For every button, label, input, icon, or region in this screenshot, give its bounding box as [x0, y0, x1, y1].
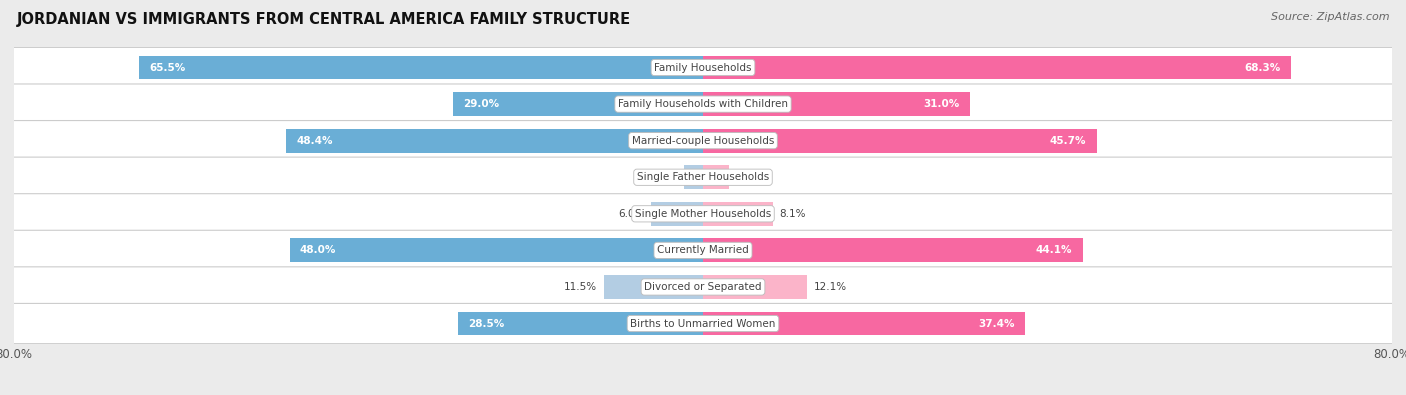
FancyBboxPatch shape — [10, 157, 1396, 198]
Text: Single Father Households: Single Father Households — [637, 172, 769, 182]
Text: 28.5%: 28.5% — [468, 318, 505, 329]
Text: 29.0%: 29.0% — [464, 99, 499, 109]
Bar — [703, 239, 1083, 262]
Bar — [457, 312, 703, 335]
Text: 45.7%: 45.7% — [1050, 135, 1087, 146]
Bar — [703, 56, 1291, 79]
FancyBboxPatch shape — [10, 230, 1396, 271]
Text: Married-couple Households: Married-couple Households — [631, 135, 775, 146]
Text: Currently Married: Currently Married — [657, 245, 749, 256]
Text: 3.0%: 3.0% — [735, 172, 762, 182]
Text: Single Mother Households: Single Mother Households — [636, 209, 770, 219]
Text: 48.4%: 48.4% — [297, 135, 333, 146]
Text: Births to Unmarried Women: Births to Unmarried Women — [630, 318, 776, 329]
Text: Family Households: Family Households — [654, 62, 752, 73]
Bar — [703, 275, 807, 299]
FancyBboxPatch shape — [10, 47, 1396, 88]
Bar — [703, 202, 773, 226]
Bar — [703, 92, 970, 116]
Text: 2.2%: 2.2% — [651, 172, 678, 182]
FancyBboxPatch shape — [10, 303, 1396, 344]
Text: 8.1%: 8.1% — [780, 209, 806, 219]
Bar — [703, 312, 1025, 335]
Text: 31.0%: 31.0% — [924, 99, 960, 109]
Text: Divorced or Separated: Divorced or Separated — [644, 282, 762, 292]
FancyBboxPatch shape — [10, 267, 1396, 307]
Text: 6.0%: 6.0% — [619, 209, 644, 219]
Text: 37.4%: 37.4% — [979, 318, 1015, 329]
Bar — [139, 56, 703, 79]
Text: 44.1%: 44.1% — [1036, 245, 1073, 256]
Text: 11.5%: 11.5% — [564, 282, 598, 292]
Bar — [703, 166, 728, 189]
FancyBboxPatch shape — [10, 120, 1396, 161]
Text: 65.5%: 65.5% — [149, 62, 186, 73]
Bar — [685, 166, 703, 189]
Text: Family Households with Children: Family Households with Children — [619, 99, 787, 109]
Bar — [290, 239, 703, 262]
FancyBboxPatch shape — [10, 84, 1396, 124]
Text: 68.3%: 68.3% — [1244, 62, 1281, 73]
Bar — [651, 202, 703, 226]
Text: 12.1%: 12.1% — [814, 282, 848, 292]
Bar — [287, 129, 703, 152]
Text: Source: ZipAtlas.com: Source: ZipAtlas.com — [1271, 12, 1389, 22]
Bar — [453, 92, 703, 116]
FancyBboxPatch shape — [10, 194, 1396, 234]
Text: 48.0%: 48.0% — [299, 245, 336, 256]
Text: JORDANIAN VS IMMIGRANTS FROM CENTRAL AMERICA FAMILY STRUCTURE: JORDANIAN VS IMMIGRANTS FROM CENTRAL AME… — [17, 12, 631, 27]
Bar — [703, 129, 1097, 152]
Bar — [605, 275, 703, 299]
